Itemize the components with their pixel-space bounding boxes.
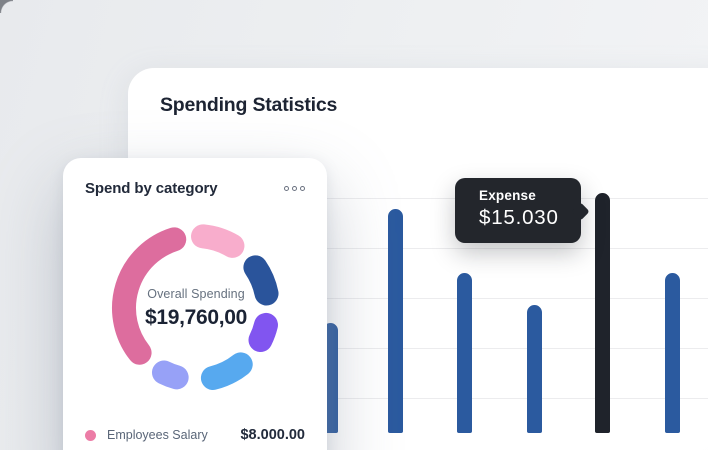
donut-segment[interactable] xyxy=(191,224,245,258)
donut-segment[interactable] xyxy=(151,360,189,390)
gridline xyxy=(128,198,708,199)
gridline xyxy=(128,248,708,249)
page-title: Spending Statistics xyxy=(160,94,338,116)
bar[interactable] xyxy=(388,209,403,433)
legend-name: Employees Salary xyxy=(107,428,208,442)
donut-segment[interactable] xyxy=(112,227,187,365)
tooltip-arrow xyxy=(571,202,590,221)
tooltip-label: Expense xyxy=(479,188,536,203)
legend-dot xyxy=(85,429,96,441)
window-corner-artifact xyxy=(0,0,13,13)
gridline xyxy=(128,398,708,399)
donut-svg xyxy=(112,224,279,390)
bar-highlighted[interactable] xyxy=(595,193,610,433)
donut-chart: Overall Spending $19,760,00 xyxy=(96,208,296,408)
ellipsis-icon[interactable] xyxy=(282,184,307,193)
bar[interactable] xyxy=(665,273,680,433)
bar[interactable] xyxy=(526,305,542,433)
donut-segment[interactable] xyxy=(200,352,253,390)
legend-value: $8.000.00 xyxy=(240,427,305,443)
pie-card-header: Spend by category xyxy=(85,178,307,198)
bar[interactable] xyxy=(457,273,472,433)
gridline xyxy=(128,348,708,349)
donut-segment[interactable] xyxy=(243,255,279,306)
spend-by-category-card: Spend by category Overall Spending $19,7… xyxy=(63,158,327,450)
donut-segment[interactable] xyxy=(248,312,278,353)
gridline xyxy=(128,298,708,299)
pie-card-title: Spend by category xyxy=(85,179,218,197)
tooltip-value: $15.030 xyxy=(479,206,559,229)
expense-tooltip: Expense $15.030 xyxy=(455,178,590,243)
legend-row[interactable]: Employees Salary $8.000.00 xyxy=(85,422,305,448)
